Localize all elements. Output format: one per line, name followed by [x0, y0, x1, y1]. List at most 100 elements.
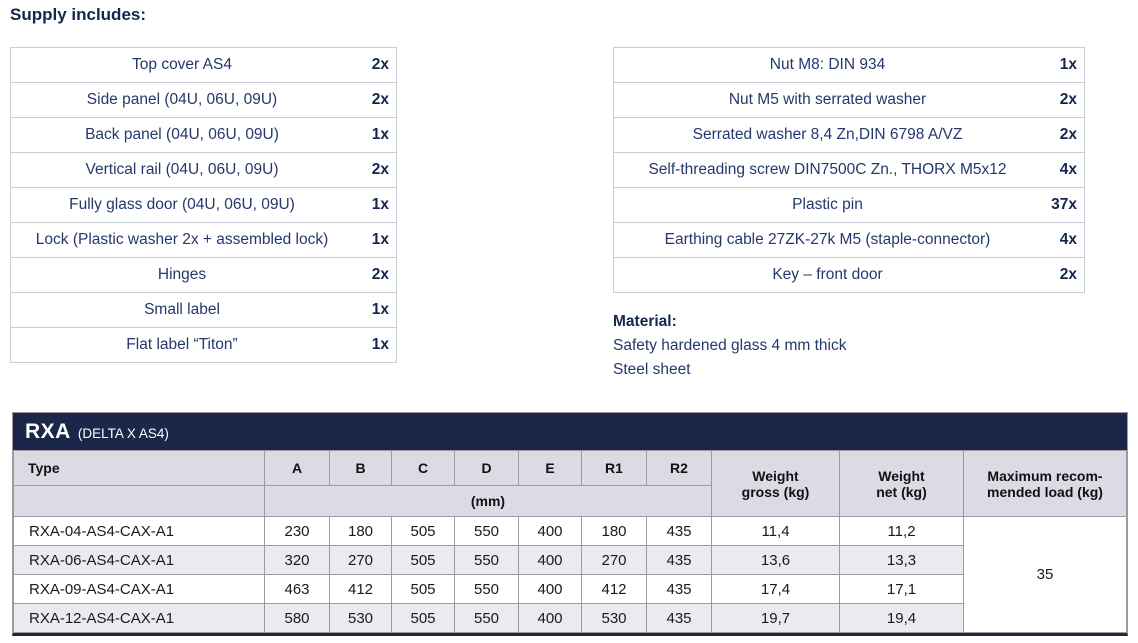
spec-dim-cell: 550	[454, 545, 519, 575]
supply-item-label: Top cover AS4	[132, 56, 232, 73]
material-heading: Material:	[613, 313, 677, 330]
supply-item-qty: 4x	[1059, 161, 1077, 178]
spec-dim-cell: 550	[454, 516, 519, 546]
supply-row: Fully glass door (04U, 06U, 09U) 1x	[11, 188, 396, 223]
supply-row: Earthing cable 27ZK-27k M5 (staple-conne…	[614, 223, 1084, 258]
spec-data-row: RXA-06-AS4-CAX-A1 320 270 505 550 400 27…	[13, 545, 1127, 575]
page-title: Supply includes:	[10, 5, 147, 24]
supply-item-label: Small label	[144, 301, 220, 318]
spec-weight-gross-cell: 19,7	[711, 603, 840, 633]
material-section: Material: Safety hardened glass 4 mm thi…	[613, 310, 846, 382]
spec-header-type: Type	[13, 450, 265, 486]
spec-table: Type A B C D E R1 R2 Weight gross (kg) W…	[13, 450, 1127, 633]
supply-item-label: Nut M8: DIN 934	[769, 56, 886, 73]
spec-weight-net-cell: 17,1	[839, 574, 964, 604]
spec-dim-cell: 530	[581, 603, 647, 633]
supply-item-qty: 2x	[1059, 266, 1077, 283]
spec-table-subtitle: (DELTA X AS4)	[77, 425, 169, 441]
spec-header-dim: C	[391, 450, 455, 486]
spec-type-cell: RXA-09-AS4-CAX-A1	[13, 574, 265, 604]
spec-header-line: mended load (kg)	[987, 483, 1103, 500]
supply-item-qty: 2x	[1059, 126, 1077, 143]
spec-dim-cell: 400	[518, 545, 582, 575]
supply-row: Plastic pin 37x	[614, 188, 1084, 223]
supply-item-label: Flat label “Titon”	[126, 336, 238, 353]
spec-dim-cell: 550	[454, 603, 519, 633]
spec-header-dim: D	[454, 450, 519, 486]
supply-row: Back panel (04U, 06U, 09U) 1x	[11, 118, 396, 153]
supply-row: Vertical rail (04U, 06U, 09U) 2x	[11, 153, 396, 188]
spec-header-max-load: Maximum recom- mended load (kg)	[963, 450, 1127, 517]
spec-dim-cell: 270	[581, 545, 647, 575]
supply-item-label: Vertical rail (04U, 06U, 09U)	[85, 161, 279, 178]
spec-header-line: Maximum recom-	[987, 467, 1103, 484]
supply-item-qty: 1x	[371, 126, 389, 143]
supply-item-label: Side panel (04U, 06U, 09U)	[86, 91, 278, 108]
material-line: Safety hardened glass 4 mm thick	[613, 337, 847, 354]
supply-item-label: Lock (Plastic washer 2x + assembled lock…	[35, 231, 329, 248]
spec-header-dim: R1	[581, 450, 647, 486]
spec-header-weight-gross: Weight gross (kg)	[711, 450, 840, 517]
supply-row: Self-threading screw DIN7500C Zn., THORX…	[614, 153, 1084, 188]
spec-max-load-cell: 35	[963, 516, 1127, 633]
spec-weight-net-cell: 11,2	[839, 516, 964, 546]
spec-dim-cell: 435	[646, 574, 712, 604]
spec-dim-cell: 320	[264, 545, 330, 575]
spec-dim-cell: 180	[329, 516, 392, 546]
spec-dim-cell: 505	[391, 516, 455, 546]
spec-dim-cell: 180	[581, 516, 647, 546]
spec-header-weight-net: Weight net (kg)	[839, 450, 964, 517]
spec-dim-cell: 230	[264, 516, 330, 546]
spec-dim-cell: 435	[646, 516, 712, 546]
supply-item-label: Nut M5 with serrated washer	[728, 91, 927, 108]
spec-header-line: net (kg)	[876, 483, 927, 500]
spec-dim-cell: 412	[581, 574, 647, 604]
supply-item-label: Fully glass door (04U, 06U, 09U)	[69, 196, 295, 213]
spec-header-dim: E	[518, 450, 582, 486]
supply-row: Top cover AS4 2x	[11, 48, 396, 83]
spec-weight-gross-cell: 13,6	[711, 545, 840, 575]
spec-data-row: RXA-09-AS4-CAX-A1 463 412 505 550 400 41…	[13, 574, 1127, 604]
spec-header-line: Weight	[878, 467, 925, 484]
supply-item-qty: 2x	[1059, 91, 1077, 108]
spec-header-dim: R2	[646, 450, 712, 486]
supply-row: Hinges 2x	[11, 258, 396, 293]
supply-row: Nut M5 with serrated washer 2x	[614, 83, 1084, 118]
supply-row: Nut M8: DIN 934 1x	[614, 48, 1084, 83]
supply-row: Lock (Plastic washer 2x + assembled lock…	[11, 223, 396, 258]
spec-weight-gross-cell: 17,4	[711, 574, 840, 604]
supply-item-qty: 2x	[371, 266, 389, 283]
supply-item-label: Hinges	[157, 266, 207, 283]
spec-table-title: RXA	[25, 419, 71, 443]
spec-dim-cell: 530	[329, 603, 392, 633]
spec-header-dim: A	[264, 450, 330, 486]
supply-item-label: Back panel (04U, 06U, 09U)	[85, 126, 279, 143]
supply-item-qty: 2x	[371, 56, 389, 73]
spec-dim-cell: 412	[329, 574, 392, 604]
supply-item-label: Self-threading screw DIN7500C Zn., THORX…	[648, 161, 1007, 178]
supply-item-qty: 1x	[371, 336, 389, 353]
spec-dim-cell: 400	[518, 574, 582, 604]
spec-data-row: RXA-12-AS4-CAX-A1 580 530 505 550 400 53…	[13, 603, 1127, 633]
supply-item-qty: 4x	[1059, 231, 1077, 248]
spec-data-row: RXA-04-AS4-CAX-A1 230 180 505 550 400 18…	[13, 516, 1127, 633]
spec-header-row: Type A B C D E R1 R2 Weight gross (kg) W…	[13, 450, 1127, 517]
supply-item-label: Earthing cable 27ZK-27k M5 (staple-conne…	[664, 231, 991, 248]
supply-item-label: Key – front door	[772, 266, 883, 283]
spec-weight-net-cell: 13,3	[839, 545, 964, 575]
supply-item-label: Serrated washer 8,4 Zn,DIN 6798 A/VZ	[692, 126, 963, 143]
spec-header-dim: B	[329, 450, 392, 486]
supply-row: Flat label “Titon” 1x	[11, 328, 396, 363]
spec-type-cell: RXA-12-AS4-CAX-A1	[13, 603, 265, 633]
material-line: Steel sheet	[613, 361, 691, 378]
supply-table-right: Nut M8: DIN 934 1x Nut M5 with serrated w…	[613, 47, 1085, 293]
supply-item-label: Plastic pin	[792, 196, 863, 213]
spec-dim-cell: 435	[646, 545, 712, 575]
spec-unit-empty-cell	[13, 485, 265, 517]
spec-header-line: gross (kg)	[741, 483, 810, 500]
spec-dim-cell: 463	[264, 574, 330, 604]
spec-table-title-bar: RXA (DELTA X AS4)	[13, 413, 1127, 450]
supply-row: Key – front door 2x	[614, 258, 1084, 293]
supply-item-qty: 2x	[371, 161, 389, 178]
spec-dim-cell: 400	[518, 516, 582, 546]
